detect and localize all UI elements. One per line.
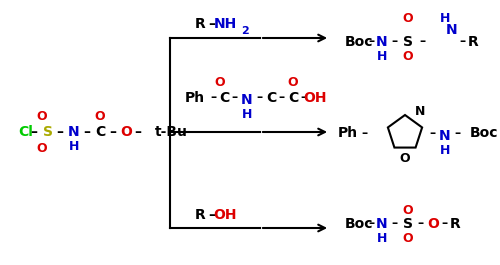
Text: –: – <box>30 125 38 139</box>
Text: –: – <box>391 218 397 231</box>
Text: –: – <box>208 17 216 31</box>
Text: Ph: Ph <box>338 126 358 140</box>
Text: H: H <box>377 51 387 64</box>
Text: –: – <box>278 91 284 104</box>
Text: H: H <box>242 108 252 121</box>
Text: H: H <box>440 144 450 157</box>
Text: Cl: Cl <box>18 125 33 139</box>
Text: R: R <box>194 208 205 222</box>
Text: –: – <box>441 218 447 231</box>
Text: –: – <box>429 126 435 139</box>
Text: N: N <box>241 93 253 107</box>
Text: N: N <box>376 217 388 231</box>
Text: –: – <box>454 126 460 139</box>
Text: O: O <box>400 152 410 166</box>
Text: S: S <box>43 125 53 139</box>
Text: N: N <box>415 105 426 118</box>
Text: Boc: Boc <box>470 126 498 140</box>
Text: –: – <box>391 36 397 48</box>
Text: H: H <box>377 232 387 245</box>
Text: OH: OH <box>213 208 237 222</box>
Text: Boc: Boc <box>345 35 374 49</box>
Text: t-Bu: t-Bu <box>155 125 188 139</box>
Text: H: H <box>69 140 79 153</box>
Text: C: C <box>95 125 105 139</box>
Text: Boc: Boc <box>345 217 374 231</box>
Text: –: – <box>256 91 262 104</box>
Text: S: S <box>403 217 413 231</box>
Text: H: H <box>440 11 450 24</box>
Text: –: – <box>300 91 306 104</box>
Text: R: R <box>468 35 478 49</box>
Text: O: O <box>402 51 413 64</box>
Text: –: – <box>417 218 423 231</box>
Text: NH: NH <box>214 17 236 31</box>
Text: S: S <box>403 35 413 49</box>
Text: O: O <box>402 11 413 24</box>
Text: –: – <box>419 36 425 48</box>
Text: O: O <box>36 142 48 154</box>
Text: O: O <box>214 77 226 90</box>
Text: –: – <box>208 208 216 222</box>
Text: 2: 2 <box>241 26 249 36</box>
Text: O: O <box>36 111 48 123</box>
Text: N: N <box>68 125 80 139</box>
Text: –: – <box>84 125 90 139</box>
Text: O: O <box>94 111 106 123</box>
Text: C: C <box>266 91 276 105</box>
Text: O: O <box>288 77 298 90</box>
Text: C: C <box>219 91 229 105</box>
Text: –: – <box>56 125 64 139</box>
Text: –: – <box>361 126 367 139</box>
Text: C: C <box>288 91 298 105</box>
Text: –: – <box>110 125 116 139</box>
Text: R: R <box>194 17 205 31</box>
Text: N: N <box>439 129 451 143</box>
Text: O: O <box>402 204 413 217</box>
Text: N: N <box>376 35 388 49</box>
Text: –: – <box>368 36 374 48</box>
Text: –: – <box>210 91 216 104</box>
Text: OH: OH <box>303 91 327 105</box>
Text: Ph: Ph <box>185 91 205 105</box>
Text: –: – <box>368 218 374 231</box>
Text: N: N <box>446 23 458 37</box>
Text: R: R <box>450 217 460 231</box>
Text: –: – <box>231 91 237 104</box>
Text: O: O <box>402 232 413 245</box>
Text: –: – <box>134 125 141 139</box>
Text: O: O <box>427 217 439 231</box>
Text: O: O <box>120 125 132 139</box>
Text: –: – <box>459 36 465 48</box>
